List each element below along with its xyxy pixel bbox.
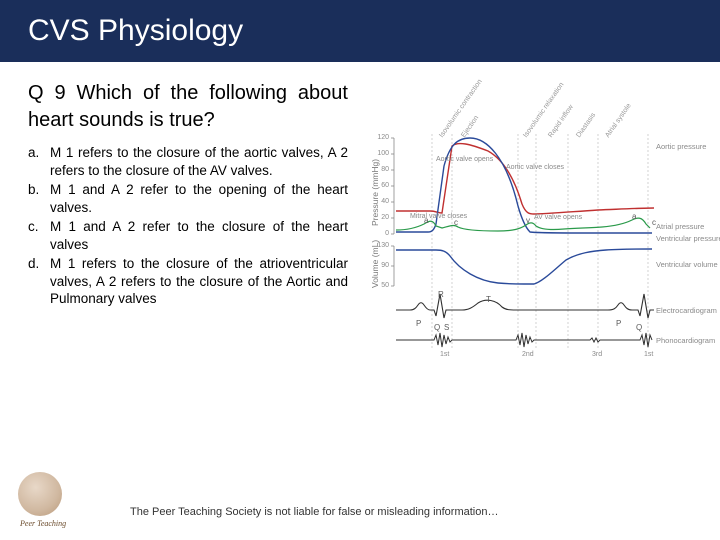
trace-label: Electrocardiogram	[656, 306, 717, 315]
option-text: M 1 and A 2 refer to the opening of the …	[50, 182, 348, 215]
trace-label: Ventricular pressure	[656, 234, 720, 243]
question-text: Q 9 Which of the following about heart s…	[28, 80, 348, 134]
title-bar: CVS Physiology	[0, 0, 720, 62]
ecg-wave-letter: P	[416, 319, 421, 328]
phono-sound-label: 1st	[440, 351, 449, 358]
right-column: 120100806040200Pressure (mmHg)Aortic val…	[358, 80, 698, 366]
option-text: M 1 refers to the closure of the atriove…	[50, 256, 348, 306]
option-item: a.M 1 refers to the closure of the aorti…	[50, 144, 348, 179]
logo-text: Peer Teaching	[20, 519, 66, 528]
option-text: M 1 refers to the closure of the aortic …	[50, 145, 348, 178]
pressure-tick-label: 0	[373, 230, 389, 237]
trace-label: Phonocardiogram	[656, 336, 715, 345]
pressure-inline-label: Aortic valve closes	[506, 164, 564, 171]
pressure-tick-label: 120	[373, 134, 389, 141]
ecg-wave-letter: Q	[434, 323, 440, 332]
atrial-wave-letter: v	[526, 216, 530, 225]
pressure-inline-label: AV valve opens	[534, 214, 582, 221]
pressure-axis-label: Pressure (mmHg)	[370, 159, 380, 226]
disclaimer-text: The Peer Teaching Society is not liable …	[130, 506, 498, 518]
phono-sound-label: 2nd	[522, 351, 534, 358]
logo-circle-icon	[18, 472, 62, 516]
ecg-wave-letter: P	[616, 319, 621, 328]
question-label: Q 9	[28, 82, 66, 104]
option-item: c.M 1 and A 2 refer to the closure of th…	[50, 218, 348, 253]
volume-axis-label: Volume (mL)	[370, 240, 380, 288]
option-text: M 1 and A 2 refer to the closure of the …	[50, 219, 348, 252]
ecg-wave-letter: R	[438, 290, 444, 299]
option-letter: a.	[28, 144, 39, 162]
peer-teaching-logo: Peer Teaching	[18, 472, 72, 526]
content-area: Q 9 Which of the following about heart s…	[0, 62, 720, 366]
slide: CVS Physiology Q 9 Which of the followin…	[0, 0, 720, 540]
options-list: a. M 1 refers to the closure of the aorti…	[28, 144, 348, 308]
ecg-wave-letter: S	[444, 323, 449, 332]
trace-label: Atrial pressure	[656, 222, 704, 231]
atrial-wave-letter: a	[632, 212, 636, 221]
option-letter: d.	[28, 255, 39, 273]
atrial-wave-letter: c	[454, 218, 458, 227]
ecg-wave-letter: T	[486, 295, 491, 304]
phono-sound-label: 1st	[644, 351, 653, 358]
option-item: b.M 1 and A 2 refer to the opening of th…	[50, 181, 348, 216]
pressure-inline-label: Aortic valve opens	[436, 156, 493, 163]
question-body: Which of the following about heart sound…	[28, 82, 348, 131]
trace-label: Ventricular volume	[656, 260, 718, 269]
pressure-tick-label: 100	[373, 150, 389, 157]
atrial-wave-letter: a	[424, 216, 428, 225]
phono-sound-label: 3rd	[592, 351, 602, 358]
slide-title: CVS Physiology	[28, 14, 692, 48]
option-letter: b.	[28, 181, 39, 199]
ecg-wave-letter: Q	[636, 323, 642, 332]
left-column: Q 9 Which of the following about heart s…	[28, 80, 348, 366]
option-letter: c.	[28, 218, 39, 236]
pressure-inline-label: Mitral valve closes	[410, 213, 467, 220]
wiggers-diagram: 120100806040200Pressure (mmHg)Aortic val…	[358, 86, 688, 366]
option-item: d.M 1 refers to the closure of the atrio…	[50, 255, 348, 308]
trace-label: Aortic pressure	[656, 142, 706, 151]
